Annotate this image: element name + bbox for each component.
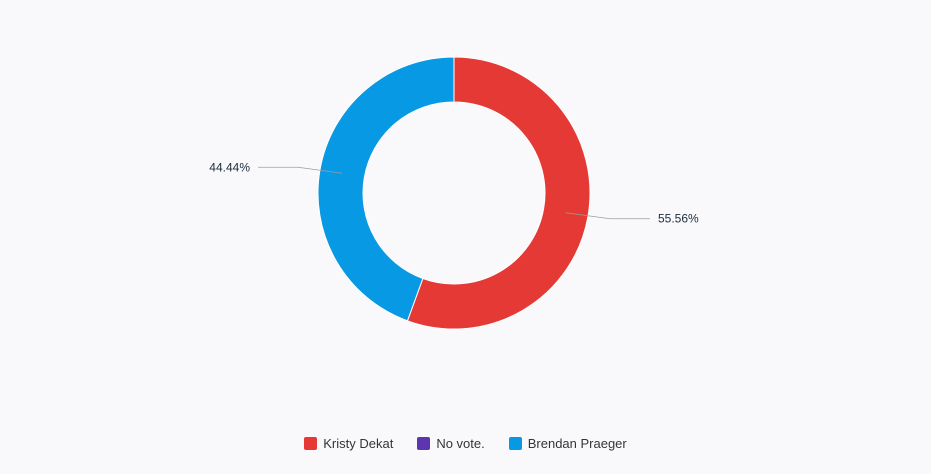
legend-label-no-vote: No vote. [436, 436, 485, 451]
legend-label-kristy-dekat: Kristy Dekat [323, 436, 394, 451]
leader-line-kristy-dekat [565, 212, 650, 220]
data-label-brendan-praeger: 44.44% [209, 160, 250, 174]
legend-item-no-vote[interactable]: No vote. [417, 436, 485, 451]
legend-item-kristy-dekat[interactable]: Kristy Dekat [304, 436, 393, 451]
legend-swatch-brendan-praeger [508, 437, 522, 450]
legend-swatch-kristy-dekat [304, 437, 318, 450]
chart-legend: Kristy Dekat No vote. Brendan Praeger [0, 436, 931, 451]
legend-item-brendan-praeger[interactable]: Brendan Praeger [508, 436, 627, 451]
slice-kristy-dekat[interactable] [406, 56, 591, 330]
leader-line-brendan-praeger [258, 166, 343, 174]
legend-label-brendan-praeger: Brendan Praeger [527, 436, 627, 451]
slice-brendan-praeger[interactable] [317, 56, 455, 322]
legend-swatch-no-vote [417, 437, 431, 450]
data-label-kristy-dekat: 55.56% [658, 212, 699, 226]
